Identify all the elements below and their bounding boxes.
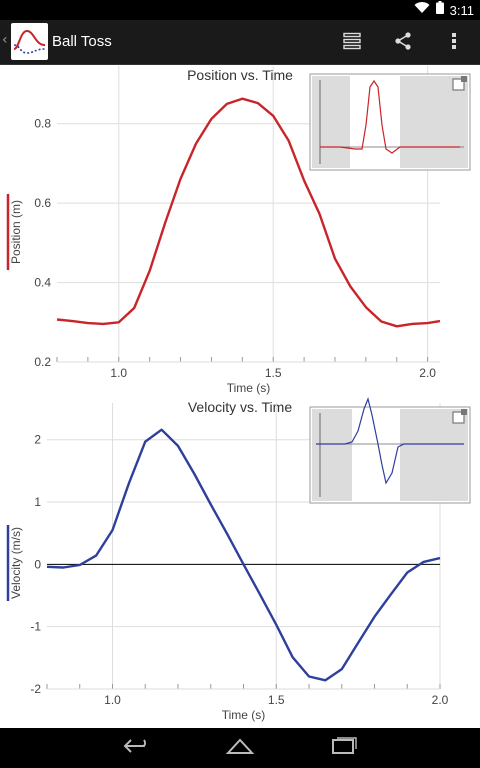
expand-icon-corner bbox=[461, 76, 467, 82]
back-icon bbox=[122, 737, 152, 760]
y-tick-label: -2 bbox=[30, 682, 41, 696]
share-button[interactable] bbox=[388, 28, 418, 58]
home-icon bbox=[225, 737, 255, 760]
navigation-bar bbox=[0, 728, 480, 768]
x-tick-label: 1.5 bbox=[265, 366, 282, 380]
back-button[interactable] bbox=[117, 734, 157, 762]
position-chart-svg: Position vs. Time 1.0 1.5 2.0 0.2 0.4 0.6 0.8 Ti… bbox=[6, 66, 471, 395]
thumbnail-shade-right bbox=[400, 409, 468, 501]
home-button[interactable] bbox=[220, 734, 260, 762]
overflow-menu-button[interactable] bbox=[439, 28, 469, 58]
x-tick-label: 1.0 bbox=[104, 693, 121, 707]
x-axis-label: Time (s) bbox=[222, 708, 266, 722]
thumbnail-shade-left bbox=[312, 409, 352, 501]
chart-title: Velocity vs. Time bbox=[188, 399, 292, 415]
data-table-icon bbox=[343, 32, 361, 55]
y-tick-label: 0 bbox=[34, 557, 41, 571]
y-tick-label: 0.8 bbox=[34, 117, 51, 131]
y-tick-label: 0.4 bbox=[34, 276, 51, 290]
y-axis-label: Position (m) bbox=[9, 200, 23, 264]
expand-icon bbox=[452, 411, 465, 424]
battery-icon bbox=[435, 1, 444, 19]
y-tick-label: 0.2 bbox=[34, 355, 51, 369]
overflow-menu-icon bbox=[451, 32, 457, 55]
thumbnail-series bbox=[320, 79, 460, 154]
thumbnail-shade-right bbox=[400, 76, 468, 168]
status-time: 3:11 bbox=[449, 2, 474, 18]
chart-title: Position vs. Time bbox=[187, 67, 293, 83]
recents-button[interactable] bbox=[323, 734, 363, 762]
y-axis-label: Velocity (m/s) bbox=[9, 527, 23, 599]
expand-icon-corner bbox=[461, 409, 467, 415]
x-tick-label: 1.5 bbox=[268, 693, 285, 707]
recents-icon bbox=[328, 736, 358, 760]
x-axis-label: Time (s) bbox=[227, 381, 271, 395]
action-bar: ‹ Ball Toss bbox=[0, 20, 480, 65]
x-tick-label: 1.0 bbox=[110, 366, 127, 380]
series-line bbox=[46, 428, 441, 682]
share-icon bbox=[394, 31, 412, 55]
app-title: Ball Toss bbox=[52, 33, 112, 50]
status-bar: 3:11 bbox=[0, 0, 480, 20]
data-table-button[interactable] bbox=[337, 28, 367, 58]
velocity-chart-svg: Velocity vs. Time 1.0 1.5 2.0 -2 -1 0 1 2 Time (s… bbox=[6, 397, 471, 722]
status-icons: 3:11 bbox=[414, 1, 474, 19]
position-chart[interactable]: Position vs. Time 1.0 1.5 2.0 0.2 0.4 0.6 0.8 Ti… bbox=[0, 65, 480, 395]
y-tick-label: 0.6 bbox=[34, 196, 51, 210]
y-tick-label: 1 bbox=[34, 495, 41, 509]
wifi-icon bbox=[414, 1, 430, 19]
y-tick-label: 2 bbox=[34, 433, 41, 447]
overview-thumbnail[interactable] bbox=[309, 73, 471, 171]
overview-thumbnail[interactable] bbox=[309, 397, 471, 504]
series-line bbox=[56, 97, 441, 328]
expand-icon bbox=[452, 78, 465, 91]
thumbnail-series bbox=[316, 397, 464, 485]
x-tick-label: 2.0 bbox=[432, 693, 449, 707]
up-caret-icon[interactable]: ‹ bbox=[2, 32, 8, 48]
thumbnail-shade-left bbox=[312, 76, 350, 168]
y-tick-label: -1 bbox=[30, 620, 41, 634]
velocity-chart[interactable]: Velocity vs. Time 1.0 1.5 2.0 -2 -1 0 1 2 Time (s… bbox=[0, 395, 480, 728]
x-tick-label: 2.0 bbox=[419, 366, 436, 380]
app-icon[interactable] bbox=[11, 23, 48, 60]
